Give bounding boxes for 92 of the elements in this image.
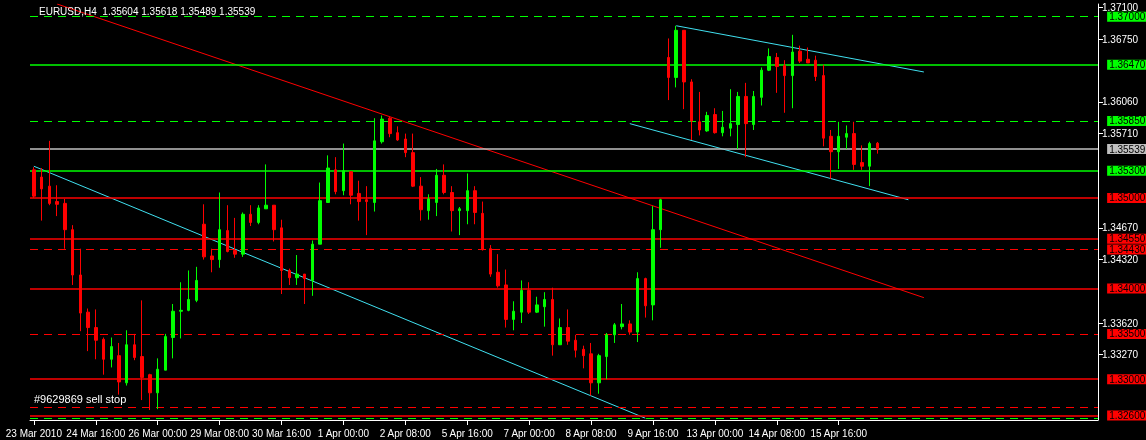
x-tick-label: 9 Apr 16:00 [627,427,680,439]
x-tick-label: 23 Mar 2010 [5,427,63,439]
y-tick-label: 1.35710 [1102,128,1139,140]
x-tick-label: 29 Mar 08:00 [190,427,250,439]
y-tick-label: 1.33620 [1102,317,1139,329]
candlestick [628,319,632,336]
candlestick [845,124,848,150]
candlestick [442,163,446,195]
candlestick [613,322,616,344]
candlestick [829,129,833,180]
candlestick [295,254,299,286]
y-tick-label: 1.37100 [1102,2,1139,14]
candlestick [458,206,461,236]
candlestick [822,64,825,147]
candlestick [125,329,128,387]
ref-line-label: 1.35850 [1109,115,1146,127]
candlestick [698,91,701,136]
ref-line-label: 1.32600 [1109,409,1146,421]
candlestick [396,125,399,142]
x-tick-label: 13 Apr 00:00 [686,427,744,439]
candlestick [164,333,167,371]
annotation: #9629869 sell stop [34,392,127,405]
ref-line-label: 1.34550 [1109,233,1146,245]
candlestick [605,332,608,380]
candlestick [520,279,523,324]
ref-line-label: 1.35000 [1109,192,1146,204]
x-tick-label: 2 Apr 08:00 [379,427,432,439]
candlestick [179,281,183,339]
x-tick-label: 8 Apr 08:00 [565,427,618,439]
candlestick [806,47,810,64]
x-tick-label: 7 Apr 00:00 [503,427,556,439]
candlestick [659,198,662,249]
candlestick [775,52,779,94]
ref-line-label: 1.33000 [1109,373,1146,385]
candlestick [690,78,693,141]
candlestick [860,144,864,171]
candlestick [512,300,515,331]
ref-line-label: 1.36470 [1109,59,1146,71]
candlestick [876,141,879,155]
candlestick [156,357,159,410]
candlestick [651,205,655,321]
ref-line-label: 1.33500 [1109,328,1146,340]
candlestick [667,37,670,101]
candlestick [102,337,105,376]
candlestick [814,55,817,82]
candlestick [187,269,190,312]
candlestick [318,182,322,245]
candlestick [311,240,314,297]
ref-line-label: 1.37000 [1109,11,1146,23]
ref-line-label: 1.35539 [1109,143,1146,155]
candlestick [713,107,717,135]
candlestick [682,29,686,110]
candlestick [636,271,639,343]
candlestick [783,59,786,114]
candlestick [543,291,546,328]
x-tick-label: 14 Apr 08:00 [748,427,806,439]
x-tick-label: 5 Apr 16:00 [441,427,494,439]
candlestick [620,303,624,330]
candlestick [574,334,577,358]
candlestick [110,337,113,368]
ref-line-label: 1.35300 [1109,165,1146,177]
y-tick-label: 1.33270 [1102,349,1139,361]
candlestick [852,121,856,171]
candlestick [241,211,245,258]
y-tick-label: 1.34670 [1102,222,1139,234]
candlestick [249,204,252,227]
candlestick [744,82,748,158]
x-tick-label: 24 Mar 16:00 [66,427,126,439]
candlestick [388,115,392,138]
x-tick-label: 1 Apr 00:00 [317,427,370,439]
x-tick-label: 15 Apr 16:00 [810,427,868,439]
candlestick [535,296,539,314]
candlestick [582,345,585,369]
candlestick [218,192,221,269]
candlestick [257,204,260,225]
ref-line-label: 1.34430 [1109,244,1146,256]
candlestick [411,133,415,188]
candlestick [404,133,407,158]
x-tick-label: 26 Mar 00:00 [128,427,188,439]
y-tick-label: 1.34320 [1102,254,1139,266]
candlestick [558,317,562,346]
candlestick [334,156,337,195]
x-tick-label: 30 Mar 16:00 [252,427,312,439]
y-tick-label: 1.36060 [1102,96,1139,108]
candlestick [427,193,430,221]
candlestick [798,45,802,64]
candlestick [195,266,198,303]
ref-line-label: 1.34000 [1109,283,1146,295]
candlestick [288,268,291,286]
candlestick [597,353,601,395]
y-tick-label: 1.36750 [1102,33,1139,45]
candlestick [171,303,175,359]
